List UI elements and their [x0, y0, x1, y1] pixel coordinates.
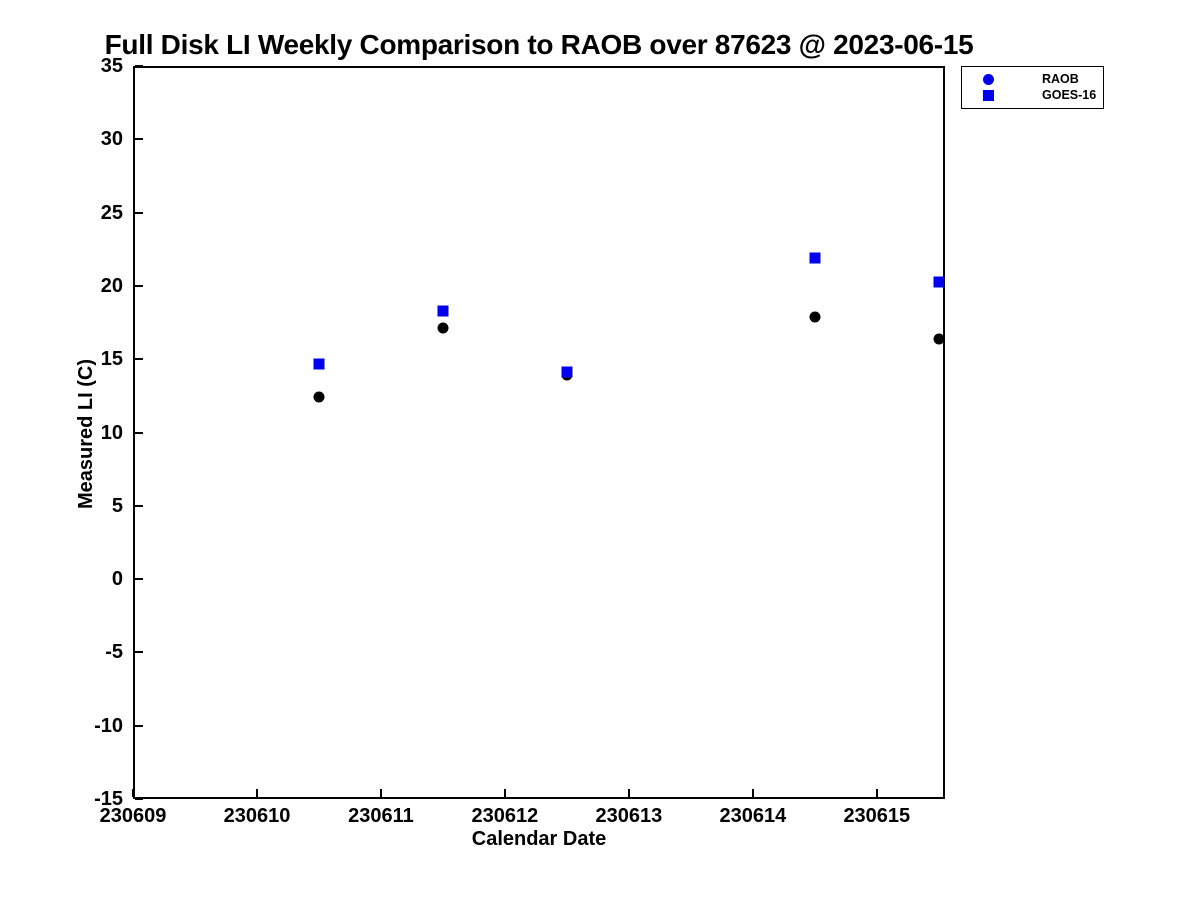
- x-tick-label: 230615: [843, 805, 911, 827]
- legend-item-raob: RAOB: [962, 71, 1103, 87]
- y-tick-label: 15: [100, 348, 123, 371]
- plot-area: [133, 66, 945, 799]
- data-point-goes-16: [561, 366, 573, 378]
- x-axis-label: Calendar Date: [471, 828, 607, 850]
- chart-title: Full Disk LI Weekly Comparison to RAOB o…: [104, 29, 974, 60]
- y-tick-label: -15: [94, 788, 123, 810]
- y-tick-label: 20: [100, 274, 123, 297]
- data-point-goes-16: [313, 358, 325, 370]
- y-tick-label: 25: [100, 201, 123, 224]
- x-tick-mark: [627, 789, 630, 797]
- x-tick-label: 230612: [471, 805, 539, 827]
- x-tick-label: 230613: [595, 805, 663, 827]
- square-marker-icon: [983, 89, 994, 101]
- y-tick-label: 35: [100, 55, 123, 77]
- legend-item-label: RAOB: [1042, 72, 1079, 86]
- y-tick-mark: [135, 65, 143, 67]
- y-tick-mark: [135, 578, 143, 581]
- data-point-goes-16: [809, 252, 821, 264]
- data-point-raob: [809, 311, 821, 323]
- x-tick-mark: [875, 789, 878, 797]
- data-point-raob: [933, 333, 945, 345]
- y-tick-label: 0: [111, 568, 123, 591]
- y-tick-mark: [135, 138, 143, 141]
- legend-item-goes-16: GOES-16: [962, 87, 1103, 103]
- x-tick-mark: [503, 789, 506, 797]
- y-tick-label: 30: [100, 128, 123, 151]
- y-tick-label: 5: [111, 494, 123, 517]
- y-tick-label: 10: [100, 421, 123, 444]
- y-tick-mark: [135, 798, 143, 800]
- y-tick-label: -10: [94, 714, 123, 737]
- y-tick-mark: [135, 724, 143, 727]
- x-tick-label: 230611: [348, 805, 414, 827]
- x-tick-mark: [379, 789, 382, 797]
- circle-marker-icon: [983, 73, 994, 85]
- y-tick-mark: [135, 358, 143, 361]
- data-point-raob: [313, 391, 325, 403]
- y-tick-mark: [135, 431, 143, 434]
- y-tick-label: -5: [105, 641, 123, 664]
- legend: RAOB GOES-16: [961, 66, 1104, 109]
- x-tick-mark: [751, 789, 754, 797]
- data-point-raob: [437, 322, 449, 334]
- x-tick-mark: [132, 789, 134, 797]
- data-point-goes-16: [437, 305, 449, 317]
- y-tick-mark: [135, 651, 143, 654]
- x-tick-mark: [255, 789, 258, 797]
- data-point-goes-16: [933, 276, 945, 287]
- y-tick-mark: [135, 504, 143, 507]
- y-tick-mark: [135, 211, 143, 214]
- x-tick-label: 230610: [223, 805, 291, 827]
- legend-item-label: GOES-16: [1042, 88, 1097, 102]
- x-tick-label: 230609: [99, 805, 167, 827]
- y-tick-mark: [135, 284, 143, 287]
- x-tick-label: 230614: [719, 805, 787, 827]
